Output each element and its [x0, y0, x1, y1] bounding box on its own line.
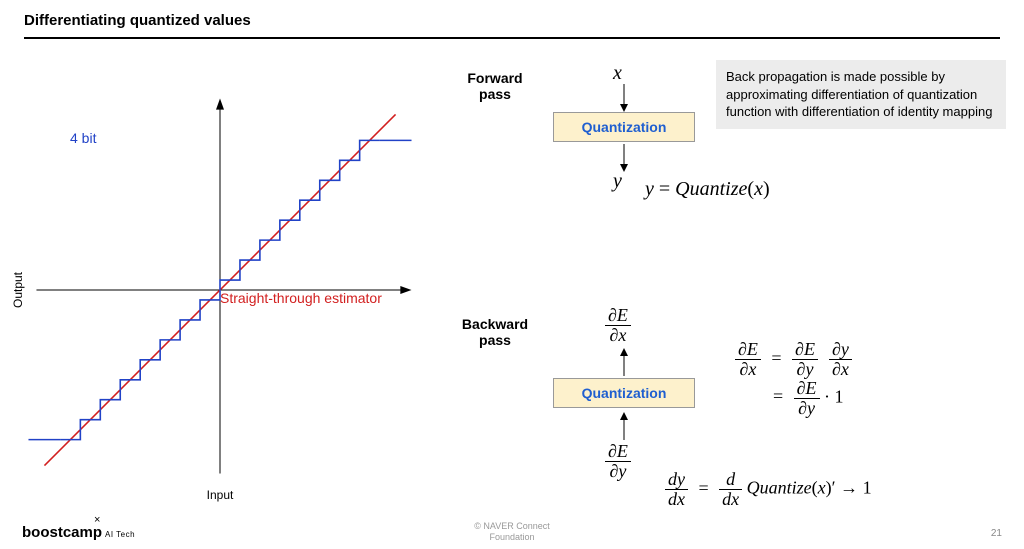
page-number: 21 [991, 528, 1002, 539]
footer-logo: × boostcampAI Tech [22, 514, 135, 541]
forward-y-var: y [613, 170, 622, 193]
backward-top-frac: ∂E∂x [605, 306, 631, 345]
forward-pass-label: Forwardpass [455, 70, 535, 102]
y-axis-label: Output [11, 272, 25, 308]
bit-label: 4 bit [70, 130, 96, 146]
footer-copyright: © NAVER ConnectFoundation [474, 521, 550, 543]
arrow-down-forward-1 [614, 84, 634, 114]
derivative-approx-eq: dydx = ddx Quantize(x)′ → 1 [665, 470, 872, 509]
x-axis-label: Input [207, 488, 234, 502]
ste-label: Straight-through estimator [220, 290, 382, 306]
explanation-box: Back propagation is made possible by app… [716, 60, 1006, 129]
forward-quantization-box: Quantization [553, 112, 695, 142]
quantization-chart: Output Input 4 bit Straight-through esti… [10, 80, 430, 500]
arrow-up-backward-2 [614, 412, 634, 442]
forward-equation: y = Quantize(x) [645, 178, 770, 201]
backward-pass-block: Backwardpass ∂E∂x Quantization ∂E∂y ∂E∂x… [455, 300, 775, 500]
backward-pass-label: Backwardpass [455, 316, 535, 348]
chain-rule-eq: ∂E∂x = ∂E∂y ∂y∂x = ∂E∂y · 1 [735, 340, 852, 418]
slide-title: Differentiating quantized values [24, 12, 1000, 39]
forward-x-var: x [613, 62, 622, 85]
backward-bot-frac: ∂E∂y [605, 442, 631, 481]
arrow-up-backward-1 [614, 348, 634, 378]
backward-quantization-box: Quantization [553, 378, 695, 408]
